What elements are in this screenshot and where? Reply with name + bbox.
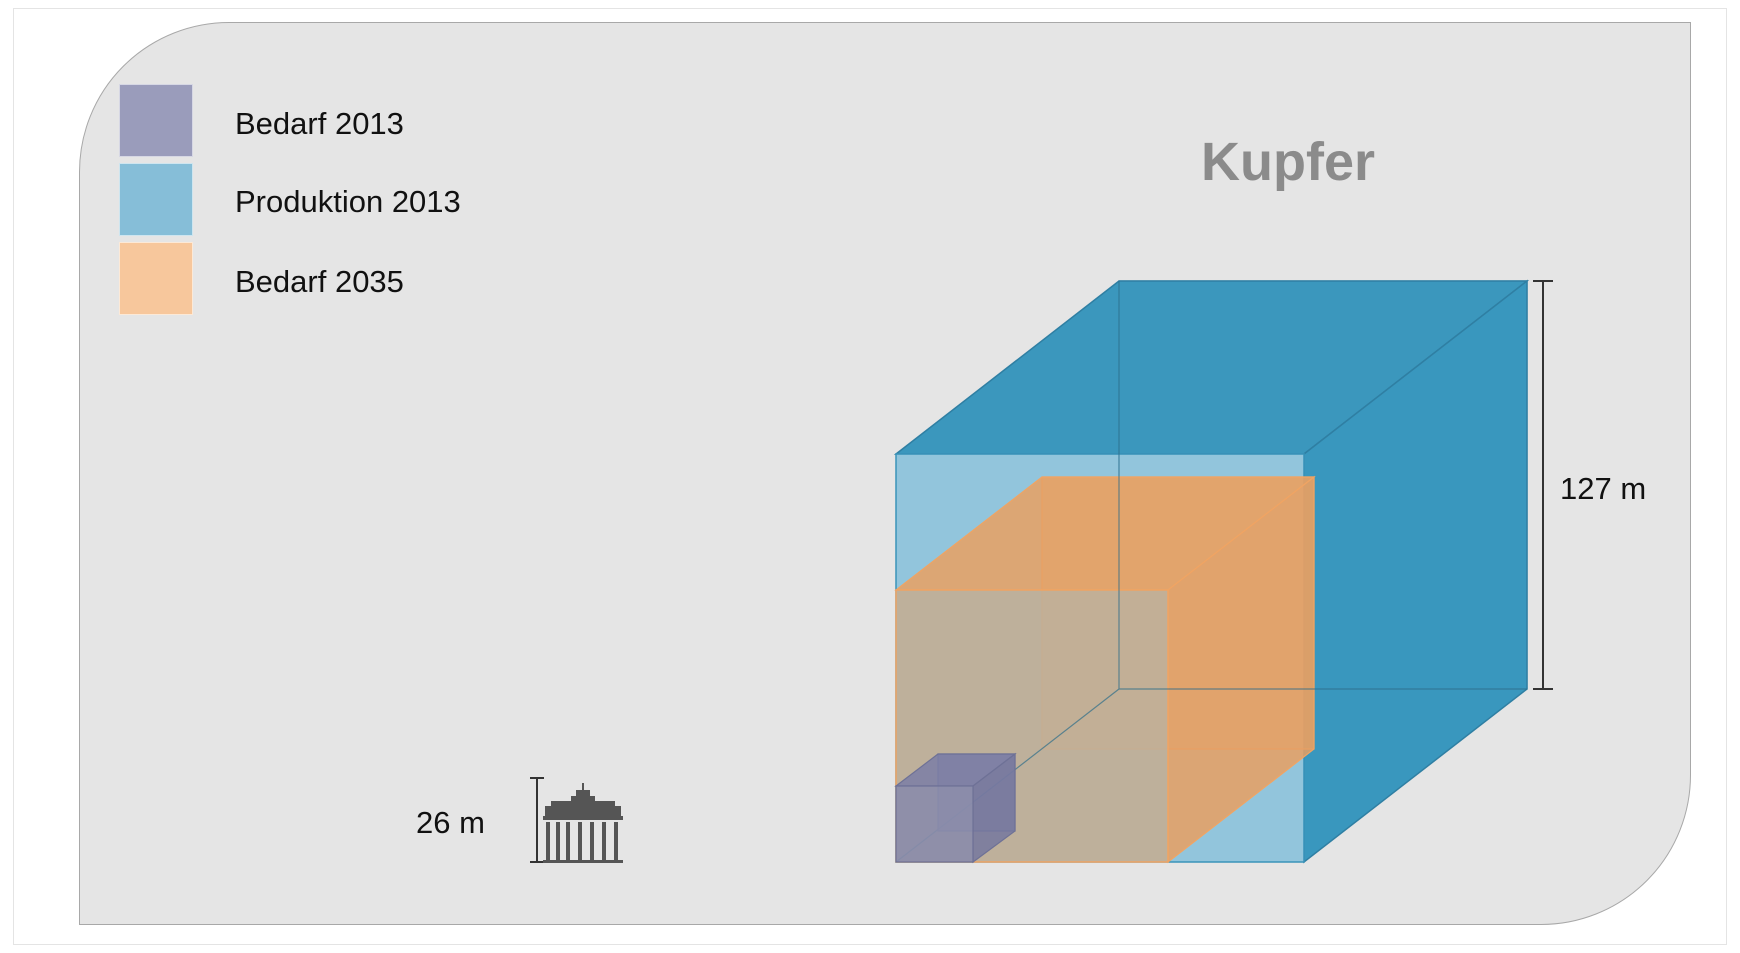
legend-label-bedarf-2013: Bedarf 2013 xyxy=(235,106,404,141)
legend-swatch-produktion-2013 xyxy=(119,163,193,236)
brandenburg-gate-icon xyxy=(543,783,623,863)
cube-bedarf-2013-front-face xyxy=(895,785,974,863)
legend-swatch-bedarf-2035 xyxy=(119,242,193,315)
height-label-large-cube: 127 m xyxy=(1560,471,1647,506)
cube-bedarf-2013 xyxy=(894,752,1017,864)
legend-swatch-bedarf-2013 xyxy=(119,84,193,157)
height-bracket-large xyxy=(1533,280,1553,690)
legend-label-bedarf-2035: Bedarf 2035 xyxy=(235,264,404,299)
diagram-title: Kupfer xyxy=(1201,132,1375,192)
height-label-reference: 26 m xyxy=(416,805,485,840)
height-bracket-reference xyxy=(530,777,544,863)
legend-label-produktion-2013: Produktion 2013 xyxy=(235,184,461,219)
